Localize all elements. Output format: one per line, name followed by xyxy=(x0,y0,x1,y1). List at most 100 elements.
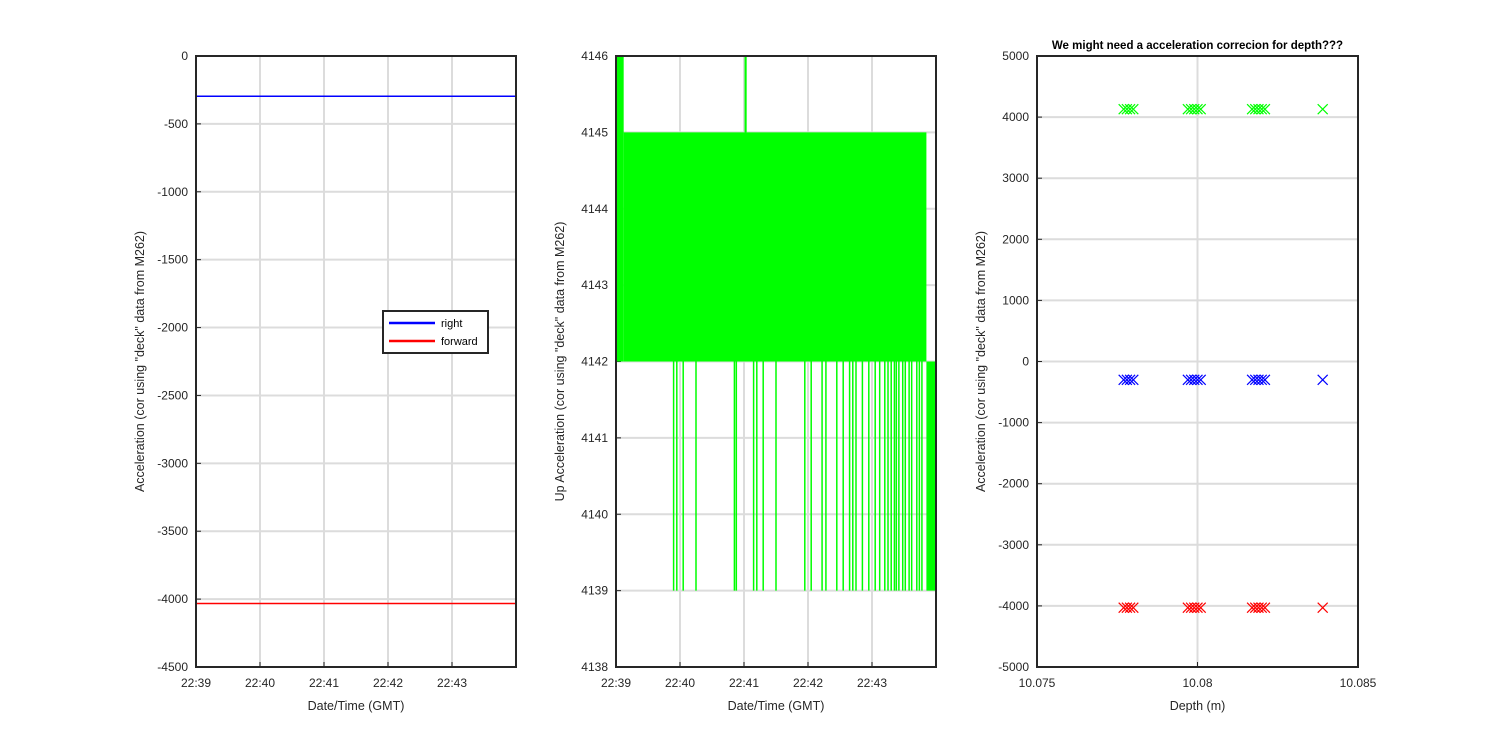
y-tick-label: -1000 xyxy=(157,185,188,199)
scatter-series-1 xyxy=(1118,374,1329,386)
axes-frame-middle xyxy=(615,55,937,668)
scatter-marker-stroke xyxy=(1124,103,1136,115)
scatter-marker-stroke xyxy=(1256,374,1268,386)
x-tick-label: 10.08 xyxy=(1182,676,1212,690)
scatter-point xyxy=(1256,103,1268,115)
axes-frame-left xyxy=(195,55,517,668)
scatter-point xyxy=(1195,374,1207,386)
scatter-marker-stroke xyxy=(1124,602,1136,614)
scatter-marker-stroke xyxy=(1195,103,1207,115)
y-tick-label: -2000 xyxy=(157,321,188,335)
x-tick-label: 22:43 xyxy=(437,676,467,690)
y-tick-label: -4000 xyxy=(157,592,188,606)
y-tick-label: -4500 xyxy=(157,660,188,674)
x-tick-label: 22:41 xyxy=(729,676,759,690)
scatter-point xyxy=(1259,374,1271,386)
series-band xyxy=(623,132,927,362)
scatter-marker-stroke xyxy=(1317,602,1329,614)
scatter-point xyxy=(1317,103,1329,115)
series-up-acceleration xyxy=(616,56,936,591)
scatter-point xyxy=(1256,602,1268,614)
chart-title: We might need a acceleration correcion f… xyxy=(1052,40,1343,52)
x-tick-label: 22:39 xyxy=(181,676,211,690)
scatter-marker-stroke xyxy=(1317,374,1329,386)
scatter-point xyxy=(1192,103,1203,115)
scatter-marker-stroke xyxy=(1124,374,1136,386)
scatter-marker-stroke xyxy=(1256,103,1268,115)
x-axis-label-right: Depth (m) xyxy=(1170,699,1226,713)
x-tick-label: 22:43 xyxy=(857,676,887,690)
x-tick-label: 22:40 xyxy=(245,676,275,690)
y-tick-label: 4143 xyxy=(581,278,608,292)
scatter-marker-stroke xyxy=(1259,602,1271,614)
scatter-point xyxy=(1317,602,1329,614)
y-tick-label: 5000 xyxy=(1002,49,1029,63)
scatter-marker-stroke xyxy=(1259,374,1271,386)
x-tick-label: 22:42 xyxy=(793,676,823,690)
y-axis-label-left: Acceleration (cor using "deck" data from… xyxy=(133,231,147,492)
scatter-marker-stroke xyxy=(1127,374,1139,386)
x-tick-label: 22:40 xyxy=(665,676,695,690)
scatter-marker-stroke xyxy=(1192,374,1203,386)
scatter-point xyxy=(1195,103,1207,115)
scatter-marker-stroke xyxy=(1195,374,1207,386)
scatter-point xyxy=(1124,602,1136,614)
scatter-marker-stroke xyxy=(1256,602,1268,614)
x-axis-label-left: Date/Time (GMT) xyxy=(308,699,405,713)
chart-middle: 22:39 22:40 22:41 22:42 22:43 4138 4139 4140 414… xyxy=(553,49,937,713)
y-tick-label: 4146 xyxy=(581,49,608,63)
y-axis-label-middle: Up Acceleration (cor using "deck" data f… xyxy=(553,222,567,502)
y-tick-label: 4145 xyxy=(581,125,608,139)
y-tick-label: 0 xyxy=(1022,355,1029,369)
y-tick-label: 4138 xyxy=(581,660,608,674)
y-tick-label: -3000 xyxy=(157,456,188,470)
y-tick-label: -500 xyxy=(164,117,188,131)
y-tick-label: 4142 xyxy=(581,355,608,369)
scatter-point xyxy=(1192,602,1203,614)
y-tick-label: -3000 xyxy=(998,538,1029,552)
y-tick-label: 4000 xyxy=(1002,110,1029,124)
scatter-point xyxy=(1317,374,1329,386)
scatter-point xyxy=(1195,602,1207,614)
chart-left: 22:39 22:40 22:41 22:42 22:43 0 -500 -1000 -1500… xyxy=(133,49,517,713)
scatter-marker-stroke xyxy=(1192,602,1203,614)
y-tick-label: -2500 xyxy=(157,388,188,402)
scatter-series-0 xyxy=(1118,103,1329,115)
legend-box xyxy=(382,310,489,354)
scatter-point xyxy=(1124,374,1136,386)
y-tick-label: -1000 xyxy=(998,416,1029,430)
scatter-point xyxy=(1192,374,1203,386)
legend-label-forward: forward xyxy=(441,336,478,348)
legend: right forward xyxy=(382,310,489,354)
x-tick-label: 22:41 xyxy=(309,676,339,690)
scatter-marker-stroke xyxy=(1195,602,1207,614)
scatter-marker-stroke xyxy=(1127,602,1139,614)
axes-frame-right xyxy=(1036,55,1359,668)
y-tick-label: -2000 xyxy=(998,477,1029,491)
legend-label-right: right xyxy=(441,318,462,330)
y-tick-label: 1000 xyxy=(1002,293,1029,307)
scatter-marker-stroke xyxy=(1317,103,1329,115)
scatter-marker-stroke xyxy=(1127,103,1139,115)
x-tick-label: 22:42 xyxy=(373,676,403,690)
scatter-point xyxy=(1127,374,1139,386)
series-end-band xyxy=(926,361,936,591)
y-tick-label: 2000 xyxy=(1002,232,1029,246)
chart-right: 10.075 10.08 10.085 5000 4000 3000 2000 1000 0 -1… xyxy=(974,40,1377,713)
y-tick-label: -4000 xyxy=(998,599,1029,613)
x-tick-label: 10.075 xyxy=(1019,676,1056,690)
y-tick-label: 4144 xyxy=(581,202,608,216)
x-axis-label-middle: Date/Time (GMT) xyxy=(728,699,825,713)
y-tick-label: 4139 xyxy=(581,584,608,598)
y-tick-label: 4141 xyxy=(581,431,608,445)
series-start-spike xyxy=(616,56,624,362)
y-tick-label: -5000 xyxy=(998,660,1029,674)
scatter-marker-stroke xyxy=(1192,103,1203,115)
y-tick-label: -3500 xyxy=(157,524,188,538)
scatter-point xyxy=(1259,103,1271,115)
scatter-point xyxy=(1127,602,1139,614)
x-tick-label: 22:39 xyxy=(601,676,631,690)
scatter-point xyxy=(1256,374,1268,386)
y-tick-label: -1500 xyxy=(157,253,188,267)
